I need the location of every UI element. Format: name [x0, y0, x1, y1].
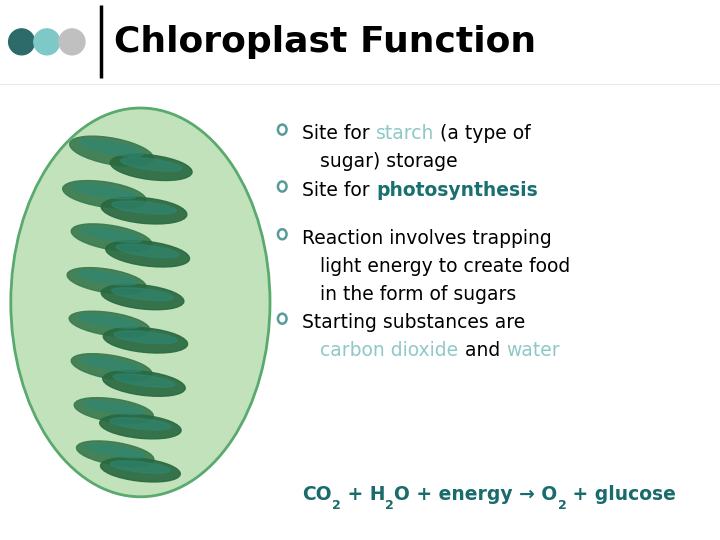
Bar [0, 84, 720, 540]
Ellipse shape [71, 354, 152, 381]
Ellipse shape [110, 154, 192, 180]
Ellipse shape [103, 370, 185, 396]
Text: 2: 2 [557, 499, 567, 512]
Ellipse shape [106, 241, 189, 267]
Text: O + energy → O: O + energy → O [395, 484, 557, 503]
Ellipse shape [116, 244, 179, 258]
Text: and: and [459, 341, 505, 360]
Ellipse shape [70, 136, 153, 166]
Text: sugar) storage: sugar) storage [320, 152, 458, 171]
Ellipse shape [11, 108, 270, 497]
Ellipse shape [80, 140, 143, 157]
Ellipse shape [86, 444, 144, 458]
Text: Chloroplast Function: Chloroplast Function [114, 25, 536, 59]
Ellipse shape [63, 180, 146, 208]
Text: Reaction involves trapping: Reaction involves trapping [302, 229, 552, 248]
Ellipse shape [34, 29, 60, 55]
Ellipse shape [79, 314, 140, 328]
Ellipse shape [81, 357, 142, 372]
Text: (a type of: (a type of [434, 124, 531, 143]
Ellipse shape [59, 29, 85, 55]
Ellipse shape [67, 268, 146, 294]
Text: Site for: Site for [302, 181, 376, 200]
Ellipse shape [84, 401, 143, 415]
Text: photosynthesis: photosynthesis [376, 181, 538, 200]
Ellipse shape [103, 327, 188, 353]
Ellipse shape [81, 227, 142, 242]
Ellipse shape [69, 311, 150, 337]
Text: Site for: Site for [302, 124, 376, 143]
Ellipse shape [101, 197, 187, 224]
Ellipse shape [102, 284, 184, 310]
Ellipse shape [120, 158, 182, 171]
Ellipse shape [114, 331, 177, 343]
Ellipse shape [73, 184, 135, 199]
Ellipse shape [71, 224, 152, 251]
Text: 2: 2 [332, 499, 341, 512]
Ellipse shape [112, 201, 176, 214]
Text: carbon dioxide: carbon dioxide [320, 341, 459, 360]
Text: + glucose: + glucose [567, 484, 676, 503]
Ellipse shape [113, 374, 175, 387]
Ellipse shape [112, 288, 174, 301]
Ellipse shape [101, 457, 180, 482]
Ellipse shape [74, 397, 153, 423]
Text: CO: CO [302, 484, 332, 503]
Text: water: water [505, 341, 559, 360]
Text: + H: + H [341, 484, 385, 503]
Ellipse shape [99, 414, 181, 439]
Ellipse shape [77, 271, 136, 285]
Ellipse shape [110, 418, 171, 430]
Text: starch: starch [376, 124, 434, 143]
Ellipse shape [110, 461, 171, 473]
Ellipse shape [76, 441, 154, 466]
Bar [0, 0, 720, 84]
Text: 2: 2 [385, 499, 395, 512]
Ellipse shape [9, 29, 35, 55]
Text: Starting substances are: Starting substances are [302, 313, 526, 332]
Text: in the form of sugars: in the form of sugars [320, 285, 517, 304]
Text: light energy to create food: light energy to create food [320, 257, 571, 276]
